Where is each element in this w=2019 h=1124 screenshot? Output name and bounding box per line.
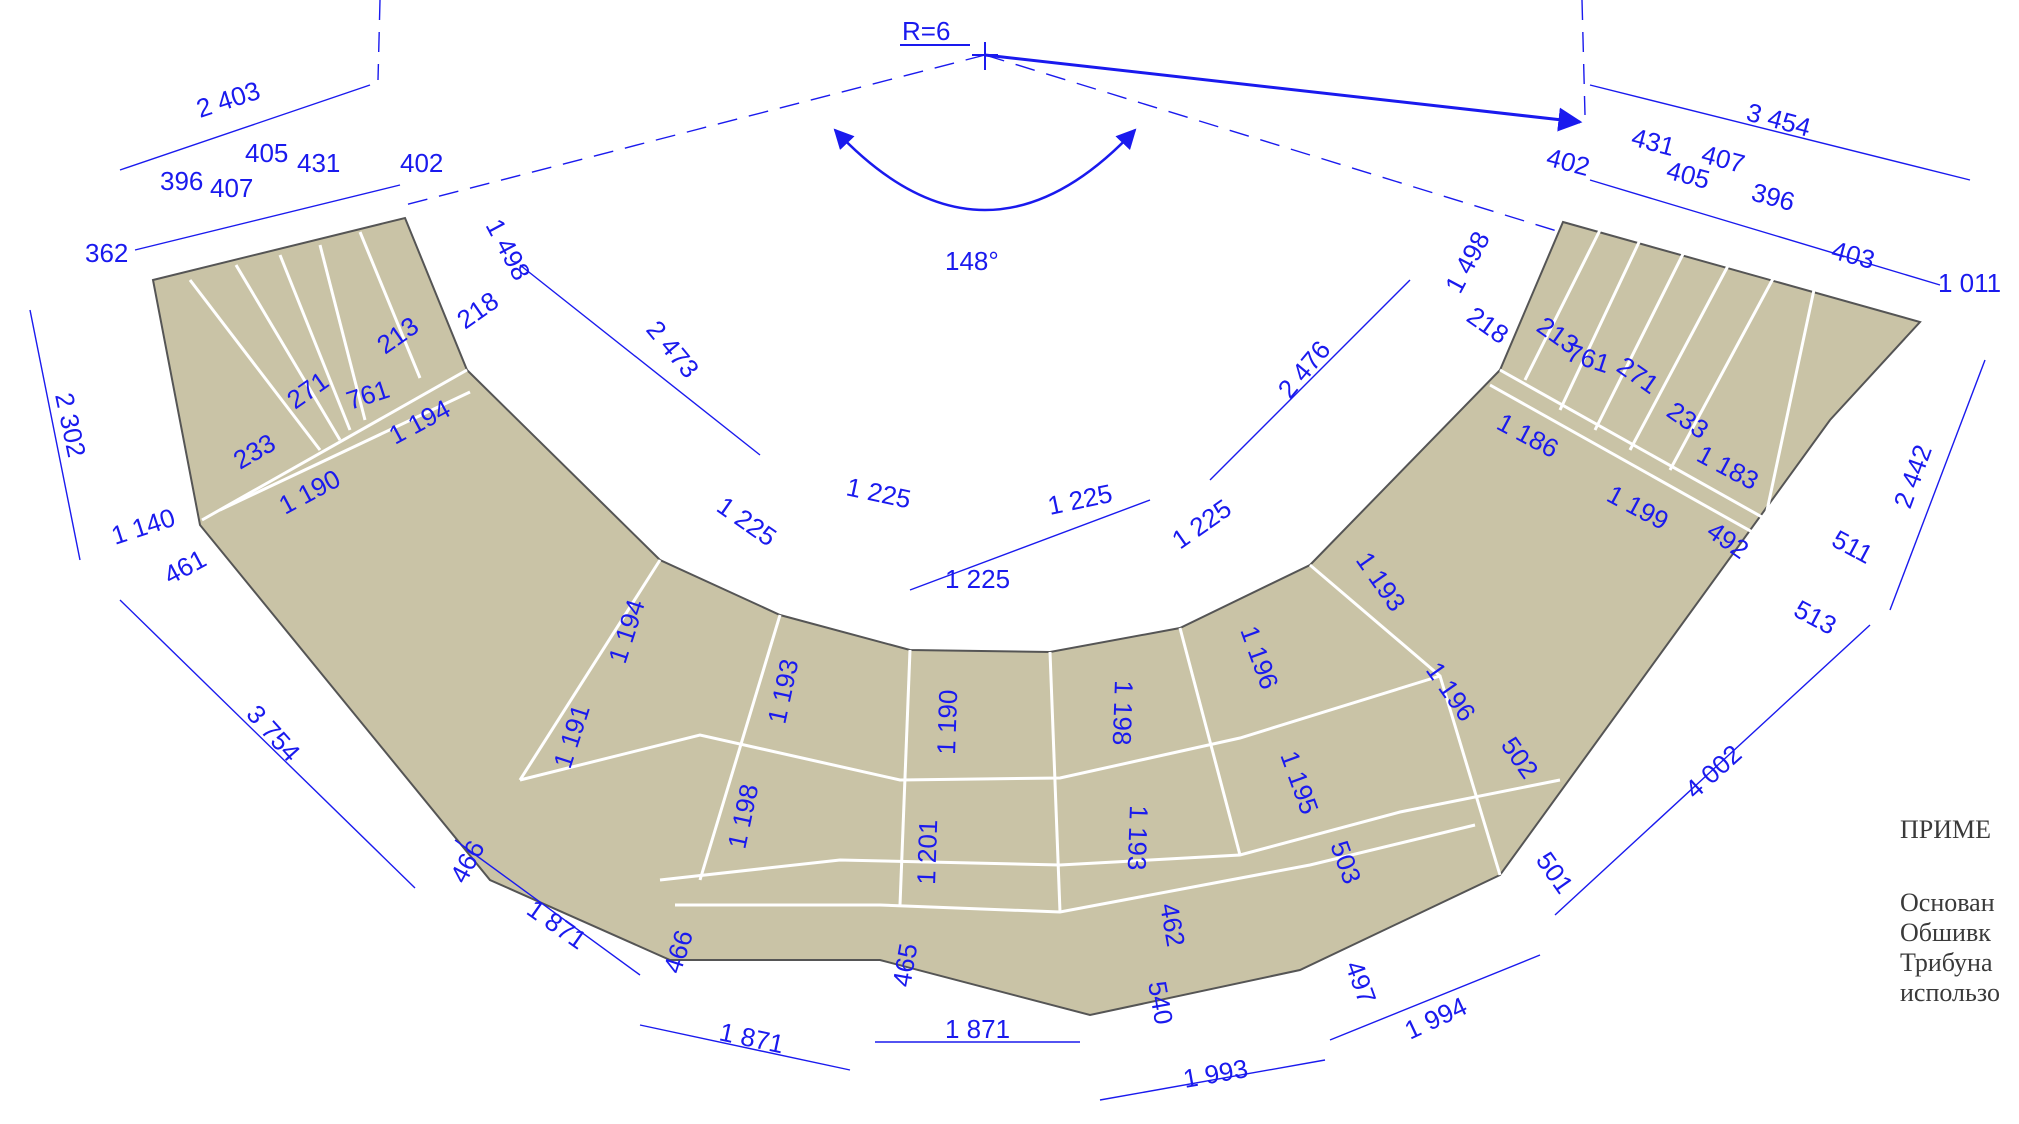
dimension-label: 218 [1462, 300, 1515, 349]
dimension-label: 362 [85, 238, 128, 268]
dimension-label: 218 [451, 285, 504, 334]
dimension-label: 465 [886, 941, 923, 989]
dimension-label: 403 [1828, 235, 1878, 275]
dimension-label: 3 754 [241, 699, 307, 767]
dimension-label: 1 871 [717, 1017, 787, 1060]
dimension-label: 2 473 [640, 315, 705, 384]
notes-line: использо [1900, 978, 2000, 1007]
dimension-label: 431 [297, 148, 340, 178]
dimension-label: 1 994 [1400, 991, 1472, 1046]
dimension-label: 407 [210, 173, 253, 203]
dimension-label: 396 [1748, 177, 1798, 217]
dimension-label: 1 140 [108, 502, 179, 551]
dimension-label: 3 454 [1743, 97, 1814, 143]
dimension-label: 513 [1789, 594, 1841, 641]
dimension-label: 1 498 [480, 214, 537, 286]
dimension-label: 2 403 [193, 75, 264, 124]
dimension-label: 402 [400, 148, 443, 178]
dimension-label: 1 190 [931, 689, 963, 755]
stage-panels [151, 216, 1922, 1017]
radius-indicator: R=6 [900, 16, 1583, 132]
dimension-label: 501 [1530, 846, 1579, 899]
notes-body: Основан Обшивк Трибуна использо [1900, 888, 2000, 1008]
angle-label: 148° [945, 246, 999, 276]
dimension-label: 1 871 [945, 1014, 1010, 1044]
angle-indicator: 148° [833, 128, 1137, 276]
dimension-label: 1 498 [1439, 226, 1496, 298]
dimension-label: 1 198 [1107, 680, 1139, 746]
panel-seams [188, 229, 1836, 914]
dimension-lines [29, 84, 1986, 1101]
dimension-label: 1 225 [712, 490, 783, 552]
notes-line: Основан [1900, 888, 1995, 917]
notes-title: ПРИМЕ [1900, 815, 1992, 844]
panel-outline [151, 216, 1922, 1017]
dimension-label: 1 993 [1181, 1053, 1250, 1094]
dimension-label: 1 225 [844, 472, 914, 515]
dimension-label: 1 193 [1122, 805, 1154, 871]
construction-lines [377, 0, 1586, 236]
dimension-label: 405 [245, 138, 288, 168]
dimension-label: 511 [1827, 524, 1878, 570]
dimension-label: 1 225 [1045, 478, 1115, 521]
radius-label: R=6 [902, 16, 950, 46]
dimension-label: 1 201 [911, 819, 943, 885]
dimension-label: 1 225 [1166, 493, 1237, 555]
notes-line: Трибуна [1900, 948, 1993, 977]
dimension-label: 2 442 [1887, 441, 1937, 512]
dimension-label: 497 [1339, 957, 1382, 1008]
dimension-label: 1 011 [1938, 268, 2001, 298]
dimension-label: 462 [1154, 901, 1191, 949]
dimension-label: 1 225 [945, 564, 1010, 594]
notes-line: Обшивк [1900, 918, 1991, 947]
dimension-label: 2 302 [49, 390, 92, 460]
dimension-label: 540 [1142, 979, 1179, 1027]
dimension-label: 4 002 [1679, 739, 1747, 805]
dimension-label: 2 476 [1272, 335, 1337, 404]
dimension-label: 461 [159, 543, 211, 590]
dimension-label: 402 [1543, 142, 1593, 182]
dimension-label: 396 [160, 166, 203, 196]
